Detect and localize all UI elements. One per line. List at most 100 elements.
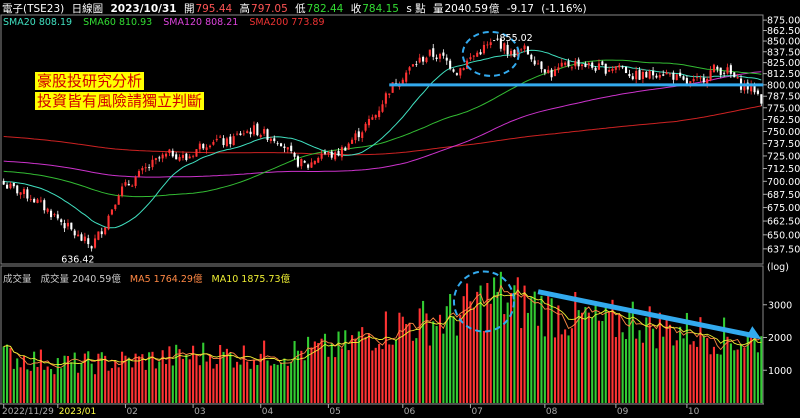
- candle-body: [509, 50, 513, 55]
- candle-body: [107, 215, 110, 230]
- candle-body: [655, 75, 658, 78]
- volume-bar: [631, 301, 634, 403]
- volume-bar: [638, 330, 641, 403]
- candle-body: [570, 67, 573, 69]
- volume-bar: [158, 361, 161, 403]
- time-tick-label: 10: [688, 407, 700, 417]
- volume-bar: [455, 335, 458, 403]
- sma-legend: SMA20 808.19 SMA60 810.93 SMA120 808.21 …: [3, 17, 333, 28]
- candle-body: [327, 152, 330, 154]
- volume-bar: [581, 312, 584, 403]
- volume-bar: [384, 311, 387, 403]
- candle-body: [635, 70, 638, 80]
- candle-body: [553, 69, 557, 76]
- candle-body: [581, 64, 584, 67]
- volume-current: 成交量 2040.59億: [41, 274, 121, 285]
- candle-body: [706, 78, 709, 85]
- candle-body: [351, 139, 354, 144]
- volume-bar: [374, 347, 377, 403]
- volume-bar: [645, 317, 648, 403]
- volume-bar: [750, 334, 753, 403]
- change-value: -9.17: [506, 3, 534, 15]
- volume-bar: [222, 351, 225, 403]
- candle-body: [273, 138, 276, 142]
- candle-body: [263, 129, 266, 134]
- unit-label: s 點: [406, 3, 426, 15]
- time-tick-label: 06: [404, 407, 416, 417]
- volume-bar: [611, 299, 614, 403]
- candle-body: [432, 48, 435, 57]
- volume-bar: [526, 312, 529, 403]
- candle-body: [493, 40, 496, 41]
- volume-bar: [246, 361, 249, 403]
- volume-bar: [692, 341, 695, 403]
- candle-body: [259, 135, 262, 138]
- volume-bar: [185, 354, 188, 403]
- log-scale-label: (log): [767, 262, 789, 273]
- volume-bar: [503, 314, 506, 403]
- volume-bar: [269, 365, 272, 403]
- candle-body: [662, 74, 665, 76]
- close-value: 784.15: [362, 3, 399, 15]
- candle-body: [499, 38, 502, 49]
- volume-bar: [117, 367, 120, 403]
- volume-bar: [570, 328, 573, 403]
- volume-bar: [73, 352, 76, 403]
- volume-bar: [205, 361, 208, 403]
- candle-body: [597, 63, 601, 70]
- volume-legend: 成交量 成交量 2040.59億 MA5 1764.29億 MA10 1875.…: [3, 271, 296, 285]
- price-tick-label: 812.50: [767, 69, 800, 80]
- volume-bar: [320, 338, 323, 403]
- candle-body: [320, 153, 323, 159]
- volume-bar: [743, 347, 746, 403]
- volume-bar: [195, 354, 198, 403]
- candle-body: [699, 77, 702, 79]
- candle-body: [303, 161, 306, 163]
- volume-bar: [601, 321, 604, 403]
- candle-body: [175, 154, 178, 160]
- candle-body: [719, 67, 722, 75]
- candle-body: [33, 198, 36, 203]
- volume-bar: [114, 361, 117, 403]
- candle-body: [171, 150, 174, 157]
- volume-bar: [411, 340, 414, 403]
- volume-bar: [124, 355, 127, 403]
- volume-bar: [584, 307, 587, 403]
- volume-bar: [594, 301, 597, 403]
- candle-body: [236, 133, 239, 135]
- price-pane-frame: [0, 14, 764, 265]
- volume-bar: [202, 342, 205, 403]
- date-label: 2023/10/31: [110, 3, 177, 15]
- volume-bar: [739, 343, 743, 403]
- volume-bar: [19, 367, 22, 403]
- volume-bar: [307, 336, 310, 403]
- volume-bar: [716, 353, 719, 403]
- ma5-value: MA5 1764.29: [129, 274, 193, 285]
- volume-bar: [144, 369, 147, 403]
- candle-body: [219, 136, 222, 138]
- volume-bar: [472, 307, 475, 403]
- volume-bar: [337, 331, 340, 403]
- volume-bar: [675, 340, 678, 403]
- candle-body: [249, 131, 252, 135]
- volume-bar: [276, 364, 279, 403]
- candle-body: [560, 62, 563, 67]
- candle-body: [645, 71, 648, 78]
- volume-bar: [547, 293, 550, 403]
- volume-bar: [479, 285, 482, 403]
- volume-bar: [574, 291, 577, 403]
- volume-bar: [87, 351, 90, 403]
- volume-bar: [49, 369, 53, 403]
- change-pct: (-1.16%): [541, 3, 587, 15]
- volume-bar: [357, 331, 360, 403]
- time-tick-label: 03: [194, 407, 205, 417]
- volume-bar: [259, 353, 262, 403]
- candle-body: [110, 209, 113, 215]
- volume-bar: [486, 282, 489, 403]
- candle-body: [232, 136, 235, 146]
- price-tick-label: 637.50: [767, 244, 800, 255]
- volume-bar: [493, 277, 496, 403]
- candle-body: [425, 57, 428, 63]
- candle-body: [66, 222, 70, 227]
- volume-bar: [428, 345, 431, 403]
